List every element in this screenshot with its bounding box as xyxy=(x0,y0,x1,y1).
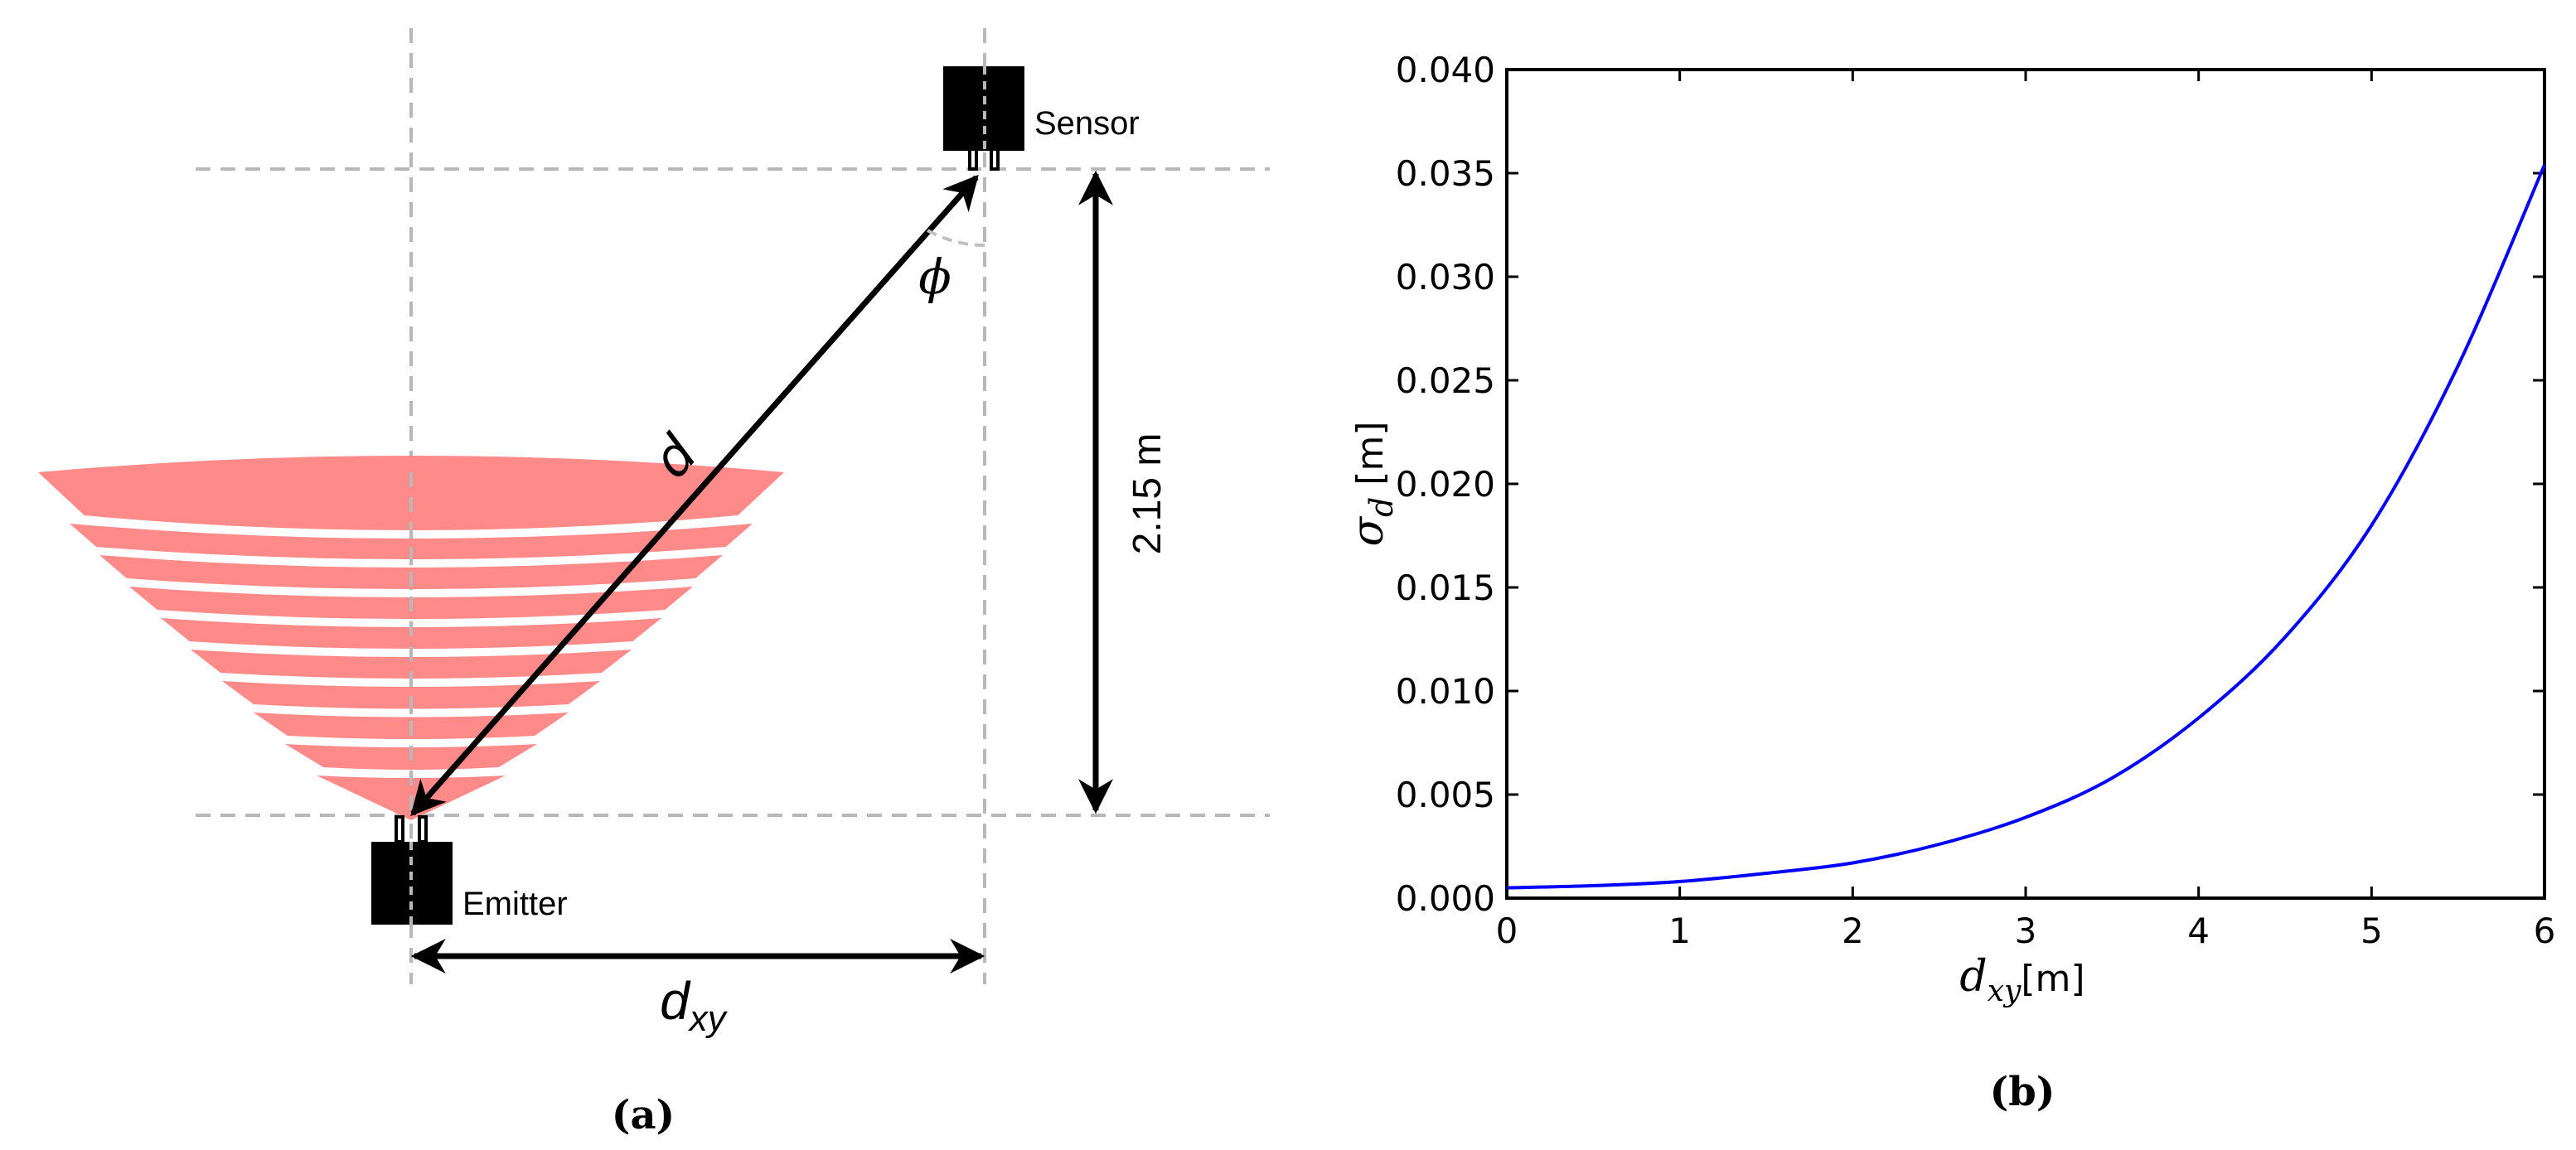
x-tick-label: 1 xyxy=(1668,911,1691,951)
ylabel-sub: d xyxy=(1363,497,1400,517)
dxy-main: d xyxy=(660,971,691,1031)
ylabel-main: σ xyxy=(1344,516,1393,547)
y-tick-label: 0.040 xyxy=(1396,50,1495,90)
plot-frame xyxy=(1505,68,2546,900)
dxy-sub: xy xyxy=(688,998,729,1039)
x-tick-label: 0 xyxy=(1496,911,1518,951)
emitter-pin-right xyxy=(418,815,428,843)
x-tick-label: 5 xyxy=(2361,911,2383,951)
emitter-device xyxy=(371,815,453,925)
emitter-pin-left xyxy=(395,815,404,843)
xlabel-sub: xy xyxy=(1988,974,2022,1008)
xlabel-unit: [m] xyxy=(2021,958,2085,1000)
height-label: 2.15 m xyxy=(1126,433,1169,555)
sensor-body xyxy=(943,66,1024,151)
y-tick-label: 0.020 xyxy=(1396,464,1495,505)
y-axis-label: σd [m] xyxy=(1344,421,1400,546)
horizontal-distance-label: dxy xyxy=(660,971,729,1039)
x-tick-label: 2 xyxy=(1842,911,1864,951)
x-axis-ticks: 0 1 2 3 4 5 6 xyxy=(1496,70,2556,951)
series-line-sigma-d xyxy=(1506,164,2546,890)
angle-arc-phi xyxy=(920,225,985,247)
x-tick-label: 6 xyxy=(2534,911,2556,951)
sensor-pin-right xyxy=(990,147,1000,171)
y-axis-ticks: 0.000 0.005 0.010 0.015 0.020 0.025 0.030 0.035… xyxy=(1396,50,2545,919)
sensor-device xyxy=(943,66,1024,171)
xlabel-main: d xyxy=(1959,952,1987,1002)
caption-b: (b) xyxy=(1990,1069,2055,1115)
distance-arrow-d xyxy=(410,174,979,817)
x-tick-label: 4 xyxy=(2187,911,2210,951)
sensor-pin-left xyxy=(968,147,978,171)
caption-a: (a) xyxy=(612,1092,675,1138)
y-tick-label: 0.015 xyxy=(1396,568,1495,608)
sensor-label: Sensor xyxy=(1034,105,1140,142)
panel-a-diagram: Sensor Emitter d ϕ 2.15 m dxy (a) xyxy=(38,28,1270,1138)
y-tick-label: 0.025 xyxy=(1396,360,1495,401)
panel-b-chart: 0.000 0.005 0.010 0.015 0.020 0.025 0.030 0.035… xyxy=(1344,50,2555,1115)
x-tick-label: 3 xyxy=(2015,911,2037,951)
x-axis-label: dxy[m] xyxy=(1959,952,2085,1008)
y-tick-label: 0.030 xyxy=(1396,257,1495,297)
angle-label-phi: ϕ xyxy=(918,249,951,305)
emitter-label: Emitter xyxy=(462,886,568,922)
y-tick-label: 0.000 xyxy=(1396,878,1495,919)
y-tick-label: 0.035 xyxy=(1396,153,1495,194)
ylabel-unit: [m] xyxy=(1349,421,1392,496)
y-tick-label: 0.010 xyxy=(1396,671,1495,712)
emitter-body xyxy=(371,842,453,925)
y-tick-label: 0.005 xyxy=(1396,775,1495,815)
